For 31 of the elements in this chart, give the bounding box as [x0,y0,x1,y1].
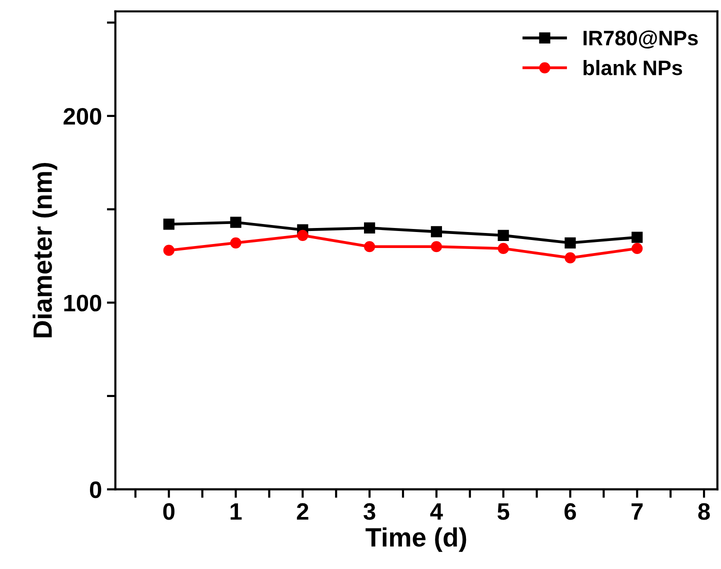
x-tick-label: 1 [230,503,242,520]
point [564,237,576,248]
point [632,232,643,243]
point [163,218,174,230]
x-tick-label: 0 [163,503,174,520]
legend-label: blank NPs [584,60,682,76]
point [430,226,442,238]
point [297,230,308,241]
point [230,237,242,248]
legend-label: IR780@NPs [584,30,698,49]
x-axis-title: Time (d) [366,527,466,552]
x-tick-label: 3 [364,503,376,520]
x-tick-label: 6 [564,503,576,520]
point [564,252,576,264]
point [632,242,643,254]
point [498,230,509,241]
point [230,216,242,228]
x-tick-label: 2 [296,503,308,520]
point [364,241,376,252]
y-tick-label: 200 [64,108,102,125]
x-tick-label: 5 [498,503,510,520]
y-tick-label: 100 [64,294,102,312]
point [498,242,509,254]
point [364,222,376,234]
point [163,244,174,256]
x-tick-label: 4 [430,503,443,520]
x-tick-label: 7 [632,503,643,520]
x-tick-label: 8 [698,503,710,520]
point [430,241,442,252]
y-axis-title: Diameter (nm) [32,162,58,338]
y-tick-label: 0 [90,481,102,498]
